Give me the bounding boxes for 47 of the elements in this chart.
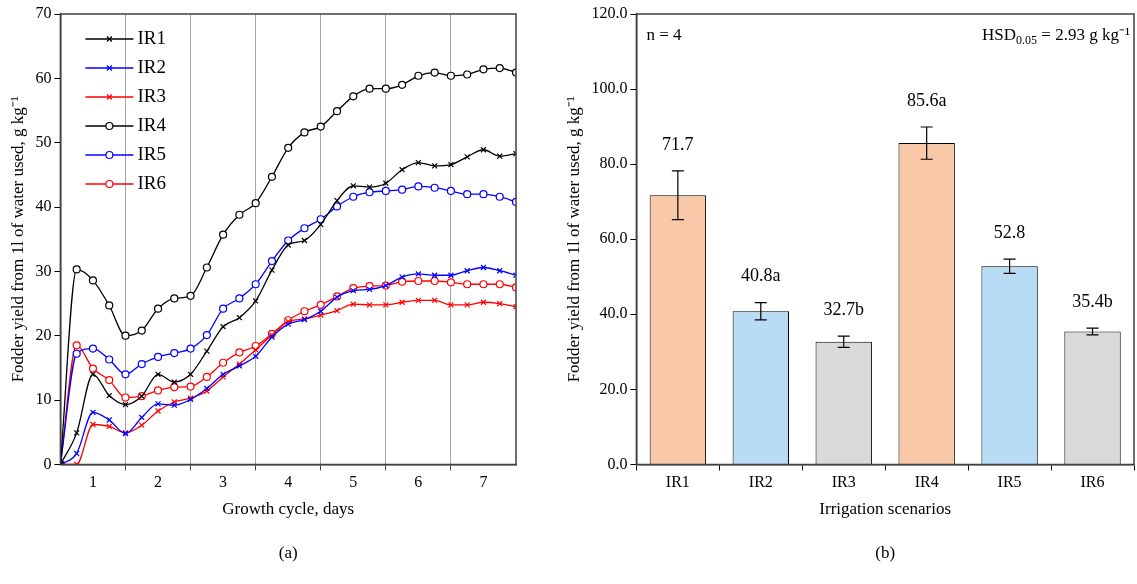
x-tick-label: 7 [479, 473, 488, 491]
y-tick-label: 100.0 [591, 79, 628, 97]
y-axis-title: Fodder yield from 1l of water used, g kg⁻¹ [563, 96, 583, 383]
text: (b) [875, 543, 896, 563]
y-axis-title: Fodder yield from 1l of water used, g kg⁻¹ [7, 96, 27, 383]
x-tick-label: IR5 [997, 473, 1022, 491]
y-tick-label: 50 [35, 132, 52, 150]
x-tick-label: IR4 [914, 473, 939, 491]
x-tick-label: IR2 [748, 473, 773, 491]
y-tick-label: 80.0 [599, 154, 628, 172]
x-tick-label: 3 [219, 473, 228, 491]
x-tick-label: IR1 [665, 473, 690, 491]
annotation: n = 4 [646, 25, 682, 45]
data-label: 40.8a [741, 265, 781, 286]
data-label: 32.7b [823, 298, 864, 319]
x-tick-label: IR6 [1080, 473, 1105, 491]
legend-label: IR6 [137, 171, 166, 193]
legend-label: IR1 [137, 26, 166, 48]
x-tick-label: IR3 [831, 473, 856, 491]
y-tick-label: 30 [35, 261, 52, 279]
y-tick-label: 20.0 [599, 379, 628, 397]
data-label: 71.7 [662, 133, 694, 154]
x-tick-label: 6 [414, 473, 423, 491]
legend-label: IR4 [137, 113, 167, 135]
text: (a) [278, 543, 298, 563]
y-tick-label: 0 [43, 454, 52, 472]
y-tick-label: 10 [35, 390, 52, 408]
y-tick-label: 70 [35, 4, 52, 22]
data-label: 35.4b [1072, 290, 1113, 311]
legend-label: IR5 [137, 142, 166, 164]
x-tick-label: 1 [88, 473, 97, 491]
x-axis-title: Irrigation scenarios [819, 499, 952, 519]
legend-label: IR2 [137, 55, 166, 77]
y-tick-label: 60 [35, 68, 52, 86]
legend-label: IR3 [137, 84, 166, 106]
y-tick-label: 60.0 [599, 229, 628, 247]
data-label: 85.6a [906, 89, 947, 110]
y-tick-label: 0.0 [607, 454, 628, 472]
data-label: 52.8 [993, 221, 1026, 242]
y-tick-label: 40 [35, 197, 52, 215]
y-tick-label: 120.0 [591, 4, 628, 22]
x-tick-label: 5 [349, 473, 358, 491]
y-tick-label: 40.0 [599, 304, 628, 322]
y-tick-label: 20 [35, 325, 52, 343]
x-tick-label: 4 [284, 473, 293, 491]
x-tick-label: 2 [154, 473, 163, 491]
x-axis-title: Growth cycle, days [222, 499, 355, 519]
